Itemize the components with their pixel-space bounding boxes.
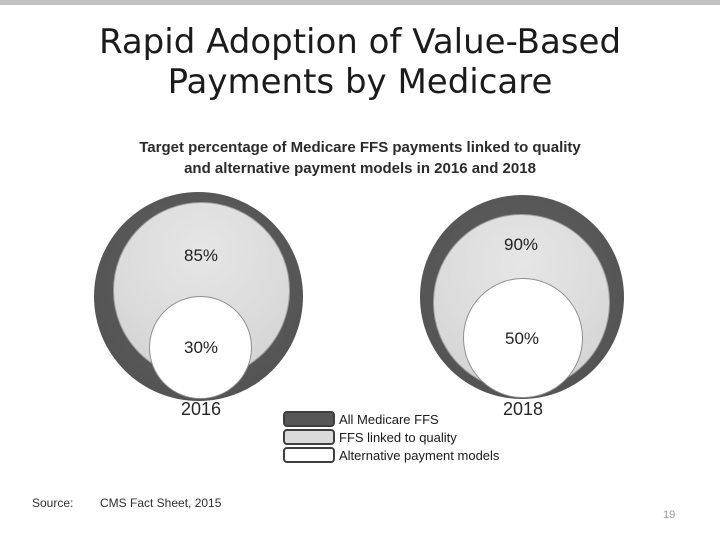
page-number: 19 [663,509,676,521]
slide-title: Rapid Adoption of Value-Based Payments b… [0,22,720,102]
slide-title-line2: Payments by Medicare [167,62,553,102]
label-2016-apm-pct: 30% [183,338,219,357]
chart-legend: All Medicare FFS FFS linked to quality A… [283,410,499,464]
legend-swatch-alternative-payment-models [283,447,335,463]
chart-title-line1: Target percentage of Medicare FFS paymen… [139,139,581,156]
source-label: Source: [32,496,74,510]
source-value: CMS Fact Sheet, 2015 [100,496,222,510]
legend-label: FFS linked to quality [339,429,457,445]
legend-swatch-ffs-linked-to-quality [283,429,335,445]
label-2016-quality-pct: 85% [183,246,219,265]
legend-row-all-medicare-ffs: All Medicare FFS [283,410,499,428]
legend-swatch-all-medicare-ffs [283,411,335,427]
label-year-2018: 2018 [502,399,544,419]
legend-row-alternative-payment-models: Alternative payment models [283,446,499,464]
legend-label: Alternative payment models [339,447,500,463]
chart-title-line2: and alternative payment models in 2016 a… [184,160,536,177]
label-2018-apm-pct: 50% [504,329,540,348]
slide-title-line1: Rapid Adoption of Value-Based [98,22,622,62]
legend-row-ffs-linked-to-quality: FFS linked to quality [283,428,499,446]
circle-2016-alternative-payment-models [149,296,252,399]
label-2018-quality-pct: 90% [503,235,539,254]
label-year-2016: 2016 [180,399,222,419]
slide-top-accent-bar [0,0,720,5]
circle-2018-alternative-payment-models [463,278,583,398]
chart-title: Target percentage of Medicare FFS paymen… [0,137,720,179]
legend-label: All Medicare FFS [339,411,439,427]
